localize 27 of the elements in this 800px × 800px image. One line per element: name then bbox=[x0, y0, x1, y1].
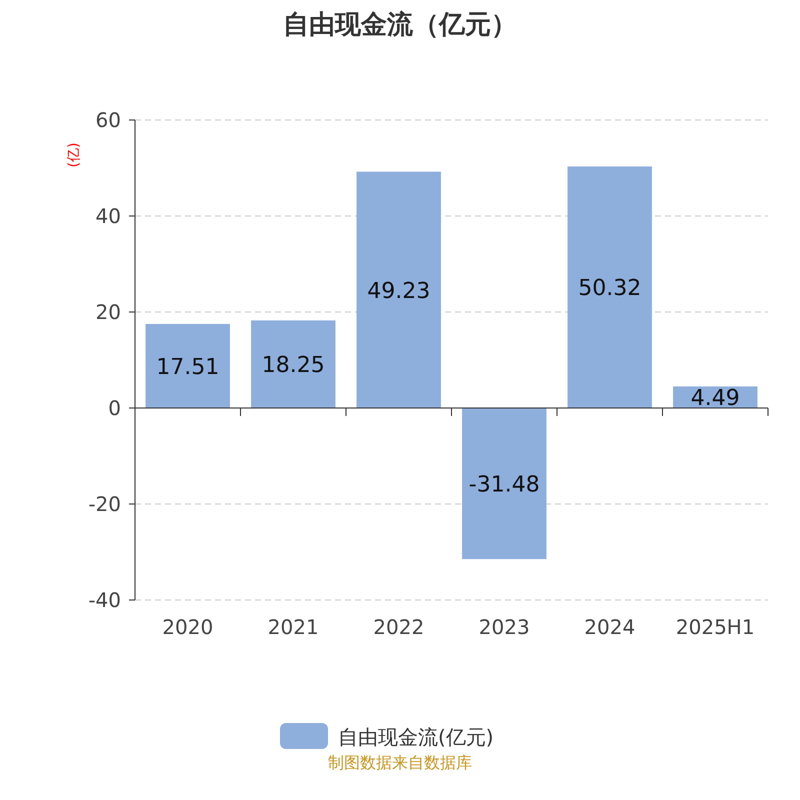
data-label: -31.48 bbox=[468, 472, 540, 498]
y-axis-title: (亿) bbox=[66, 142, 82, 168]
y-tick-label: 0 bbox=[108, 396, 121, 420]
y-tick-label: -40 bbox=[88, 588, 121, 612]
bar bbox=[146, 324, 230, 408]
y-tick-label: 40 bbox=[96, 204, 121, 228]
data-label: 49.23 bbox=[367, 278, 430, 304]
text: 制图数据来自数据库 bbox=[328, 753, 472, 772]
x-tick-label: 2021 bbox=[268, 615, 319, 639]
bar bbox=[568, 166, 652, 408]
data-label: 50.32 bbox=[578, 276, 642, 302]
bar bbox=[462, 408, 546, 560]
bar bbox=[356, 172, 441, 408]
x-tick-label: 2023 bbox=[478, 615, 530, 639]
y-tick-label: 20 bbox=[96, 300, 121, 324]
x-tick-label: 2022 bbox=[373, 615, 424, 639]
data-label: 18.25 bbox=[262, 353, 325, 378]
data-label: 17.51 bbox=[156, 354, 220, 380]
x-tick-label: 2025H1 bbox=[676, 615, 755, 639]
chart-title: 自由现金流（亿元） bbox=[283, 10, 517, 40]
y-tick-label: 60 bbox=[96, 108, 121, 132]
x-tick-label: 2024 bbox=[584, 615, 636, 639]
bar bbox=[251, 320, 336, 408]
legend-label: 自由现金流(亿元) bbox=[338, 725, 494, 749]
data-label: 4.49 bbox=[690, 386, 740, 412]
y-tick-label: -20 bbox=[88, 492, 121, 516]
x-tick-label: 2020 bbox=[162, 615, 214, 639]
